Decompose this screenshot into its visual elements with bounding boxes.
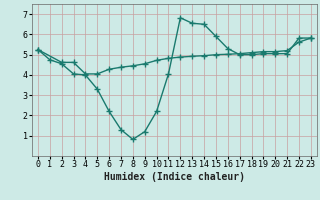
- X-axis label: Humidex (Indice chaleur): Humidex (Indice chaleur): [104, 172, 245, 182]
